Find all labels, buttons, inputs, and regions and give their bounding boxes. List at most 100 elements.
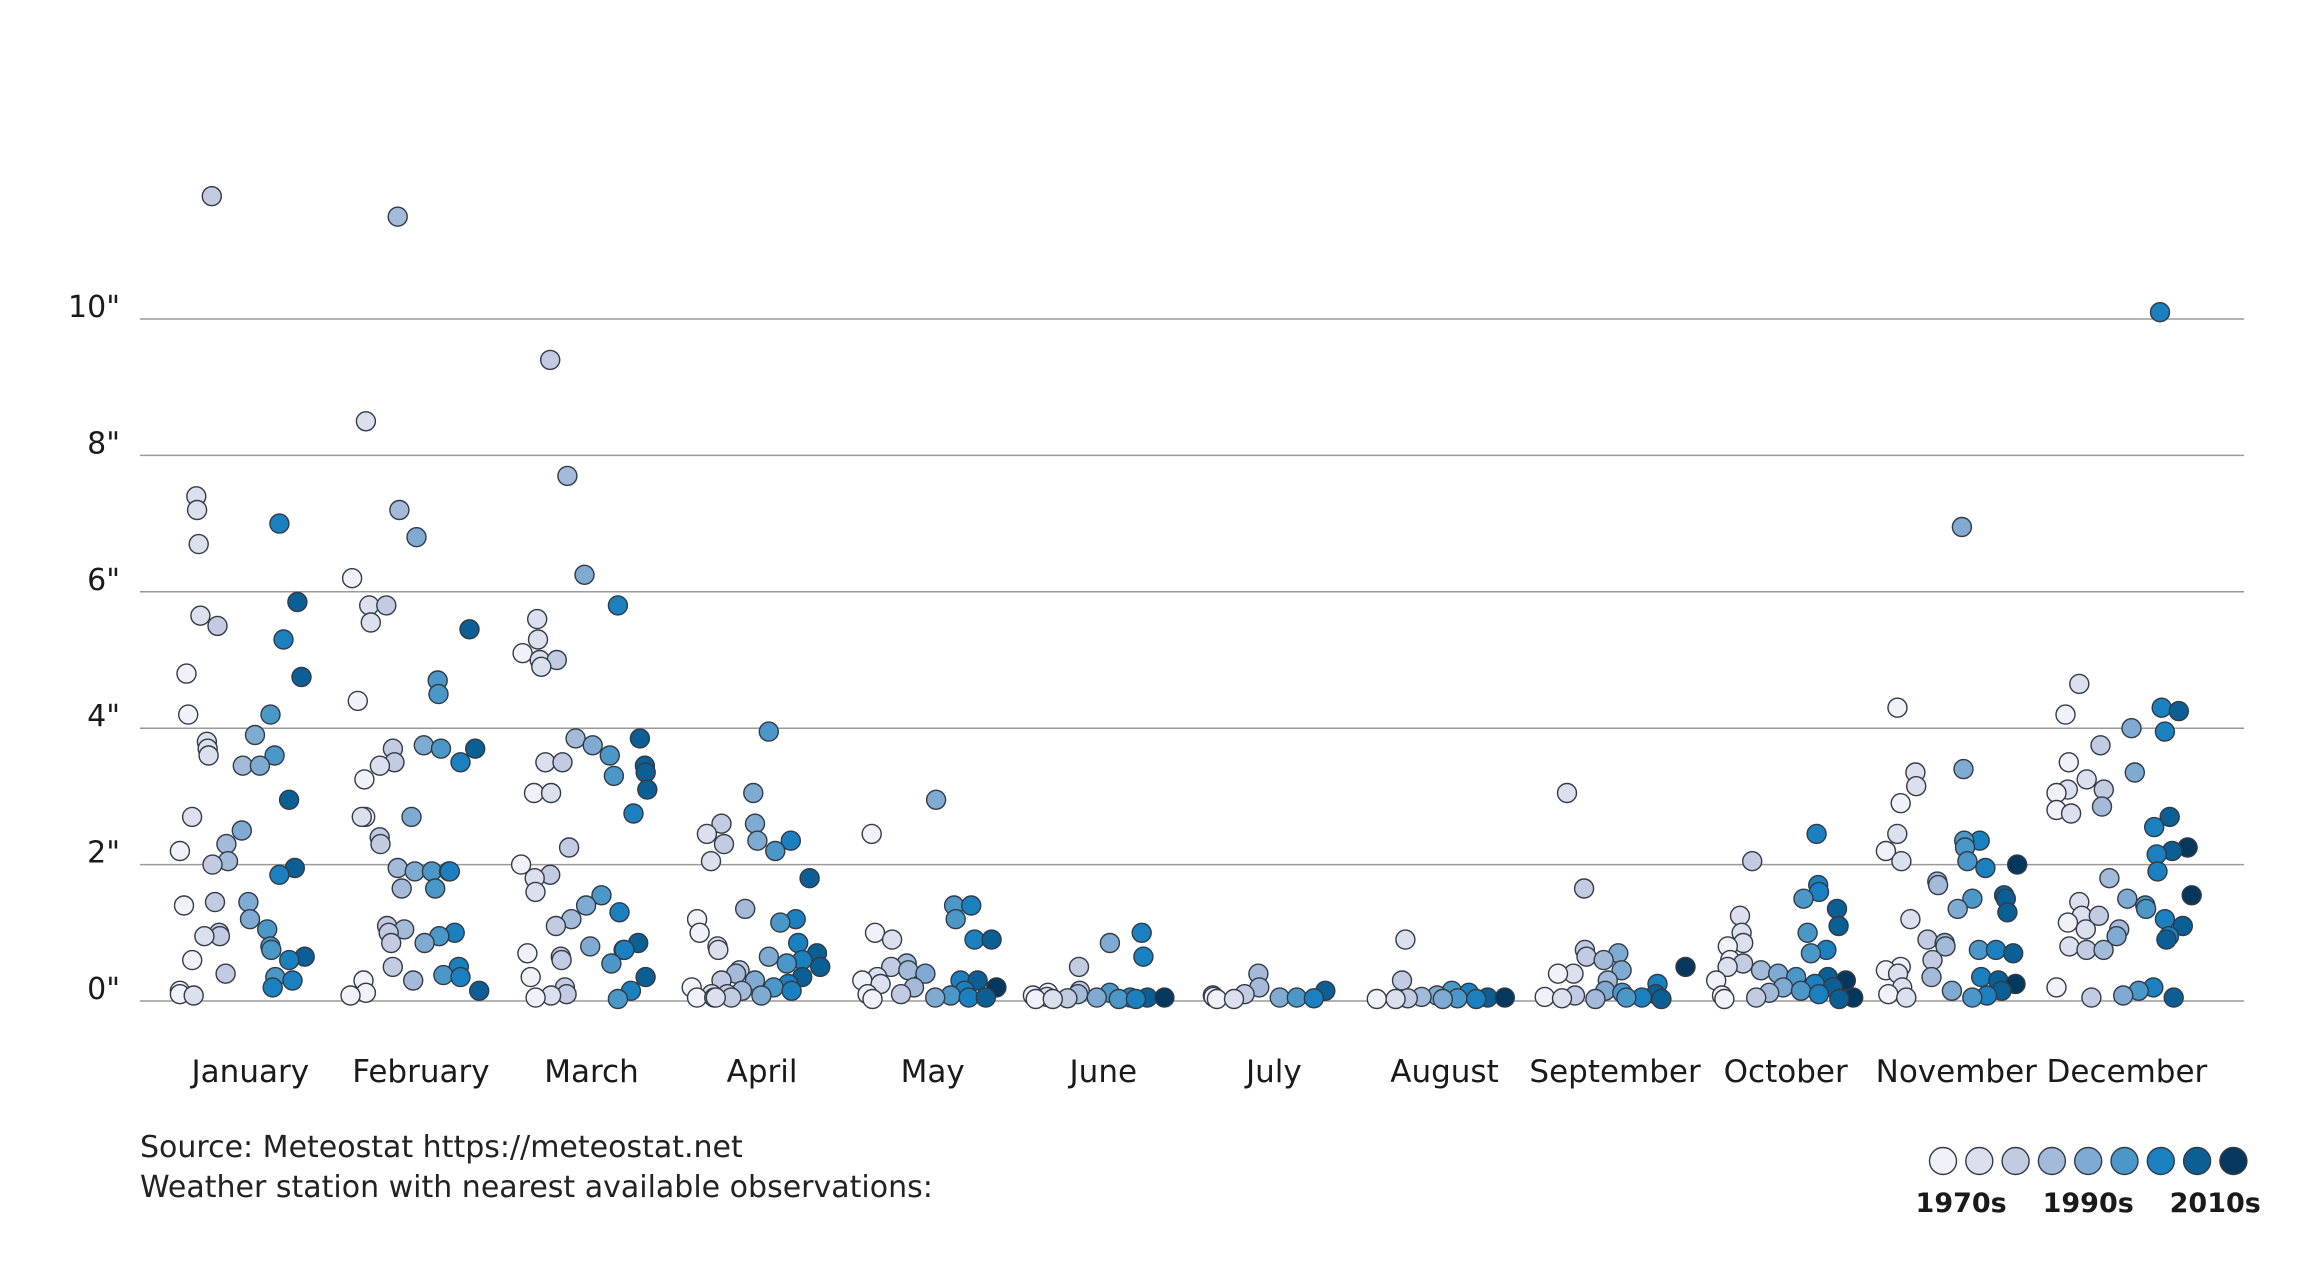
- data-point: [231, 820, 253, 841]
- data-point: [523, 782, 545, 804]
- data-point: [2147, 861, 2168, 882]
- y-tick-label: 10": [68, 290, 120, 325]
- data-point: [765, 840, 786, 862]
- data-point: [2099, 868, 2120, 889]
- data-point: [635, 966, 656, 988]
- data-point: [194, 926, 215, 947]
- station-line: Weather station with nearest available o…: [140, 1170, 933, 1205]
- data-point: [1573, 878, 1595, 899]
- data-point: [2143, 816, 2165, 838]
- data-point: [788, 932, 809, 954]
- data-point: [770, 912, 791, 933]
- data-point: [1962, 987, 1983, 1008]
- source-line: Source: Meteostat https://meteostat.net: [140, 1130, 743, 1165]
- data-point: [1951, 516, 1973, 538]
- data-point: [282, 970, 303, 991]
- y-tick-label: 6": [87, 563, 120, 598]
- data-point: [575, 895, 597, 916]
- data-point: [744, 813, 766, 834]
- data-point: [2093, 779, 2115, 800]
- data-point: [260, 704, 281, 725]
- data-point: [1890, 793, 1911, 814]
- x-tick-label: December: [2047, 1054, 2208, 1090]
- data-points: [169, 185, 2202, 1010]
- data-point: [340, 985, 361, 1006]
- data-point: [261, 939, 282, 961]
- legend-swatch: [2110, 1146, 2139, 1176]
- data-point: [181, 806, 203, 828]
- data-point: [355, 411, 377, 432]
- x-tick-label: August: [1390, 1054, 1499, 1090]
- data-point: [382, 956, 403, 978]
- data-point: [2159, 806, 2180, 828]
- data-point: [190, 605, 211, 626]
- data-point: [232, 755, 254, 776]
- data-point: [607, 988, 629, 1010]
- data-point: [2117, 888, 2138, 909]
- data-point: [1576, 946, 1597, 967]
- data-point: [582, 735, 603, 756]
- x-tick-label: January: [190, 1054, 310, 1090]
- data-point: [1303, 988, 1325, 1009]
- data-point: [1616, 987, 1637, 1008]
- data-point: [370, 833, 391, 855]
- data-point: [387, 206, 408, 227]
- data-point: [525, 987, 546, 1008]
- data-point: [776, 953, 797, 974]
- data-point: [173, 895, 195, 916]
- data-point: [1790, 980, 1812, 1001]
- data-point: [341, 568, 363, 589]
- data-point: [2006, 854, 2028, 875]
- data-point: [810, 956, 831, 978]
- data-point: [700, 851, 722, 872]
- data-point: [2046, 977, 2067, 998]
- data-point: [2154, 721, 2176, 742]
- data-point: [351, 806, 372, 828]
- data-point: [433, 964, 454, 986]
- data-point: [557, 465, 578, 487]
- data-point: [1793, 888, 1814, 909]
- data-point: [354, 769, 375, 790]
- data-point: [599, 745, 620, 766]
- data-point: [1385, 988, 1406, 1010]
- data-point: [459, 619, 480, 640]
- data-point: [2112, 985, 2134, 1006]
- data-point: [758, 721, 779, 742]
- data-point: [291, 666, 312, 688]
- data-point: [1750, 960, 1772, 981]
- data-point: [404, 861, 425, 882]
- data-point: [239, 909, 261, 930]
- data-point: [1729, 905, 1751, 926]
- data-point: [2060, 803, 2082, 824]
- data-point: [238, 891, 259, 913]
- data-point: [2069, 673, 2090, 695]
- data-point: [1133, 946, 1154, 967]
- data-point: [1714, 988, 1735, 1010]
- legend-label: 2010s: [2170, 1188, 2261, 1219]
- data-point: [1593, 949, 1614, 971]
- data-point: [629, 728, 651, 749]
- data-point: [1921, 966, 1942, 988]
- data-point: [2088, 905, 2110, 926]
- data-point: [635, 762, 656, 783]
- data-point: [347, 690, 368, 712]
- data-point: [1025, 988, 1046, 1010]
- data-point: [964, 929, 985, 950]
- data-point: [1887, 823, 1908, 845]
- data-point: [421, 861, 443, 882]
- legend-swatch: [2219, 1146, 2248, 1176]
- data-point: [204, 891, 226, 913]
- data-point: [215, 963, 236, 984]
- data-point: [181, 949, 203, 971]
- data-point: [705, 987, 726, 1008]
- data-point: [603, 765, 625, 787]
- data-point: [862, 988, 883, 1010]
- legend-swatch: [1965, 1146, 1994, 1176]
- legend-label: 1990s: [2043, 1188, 2134, 1219]
- data-point: [1125, 988, 1147, 1010]
- data-point: [1922, 949, 1943, 971]
- data-point: [545, 915, 567, 937]
- data-point: [781, 980, 802, 1001]
- data-point: [198, 745, 219, 766]
- data-point: [207, 615, 228, 637]
